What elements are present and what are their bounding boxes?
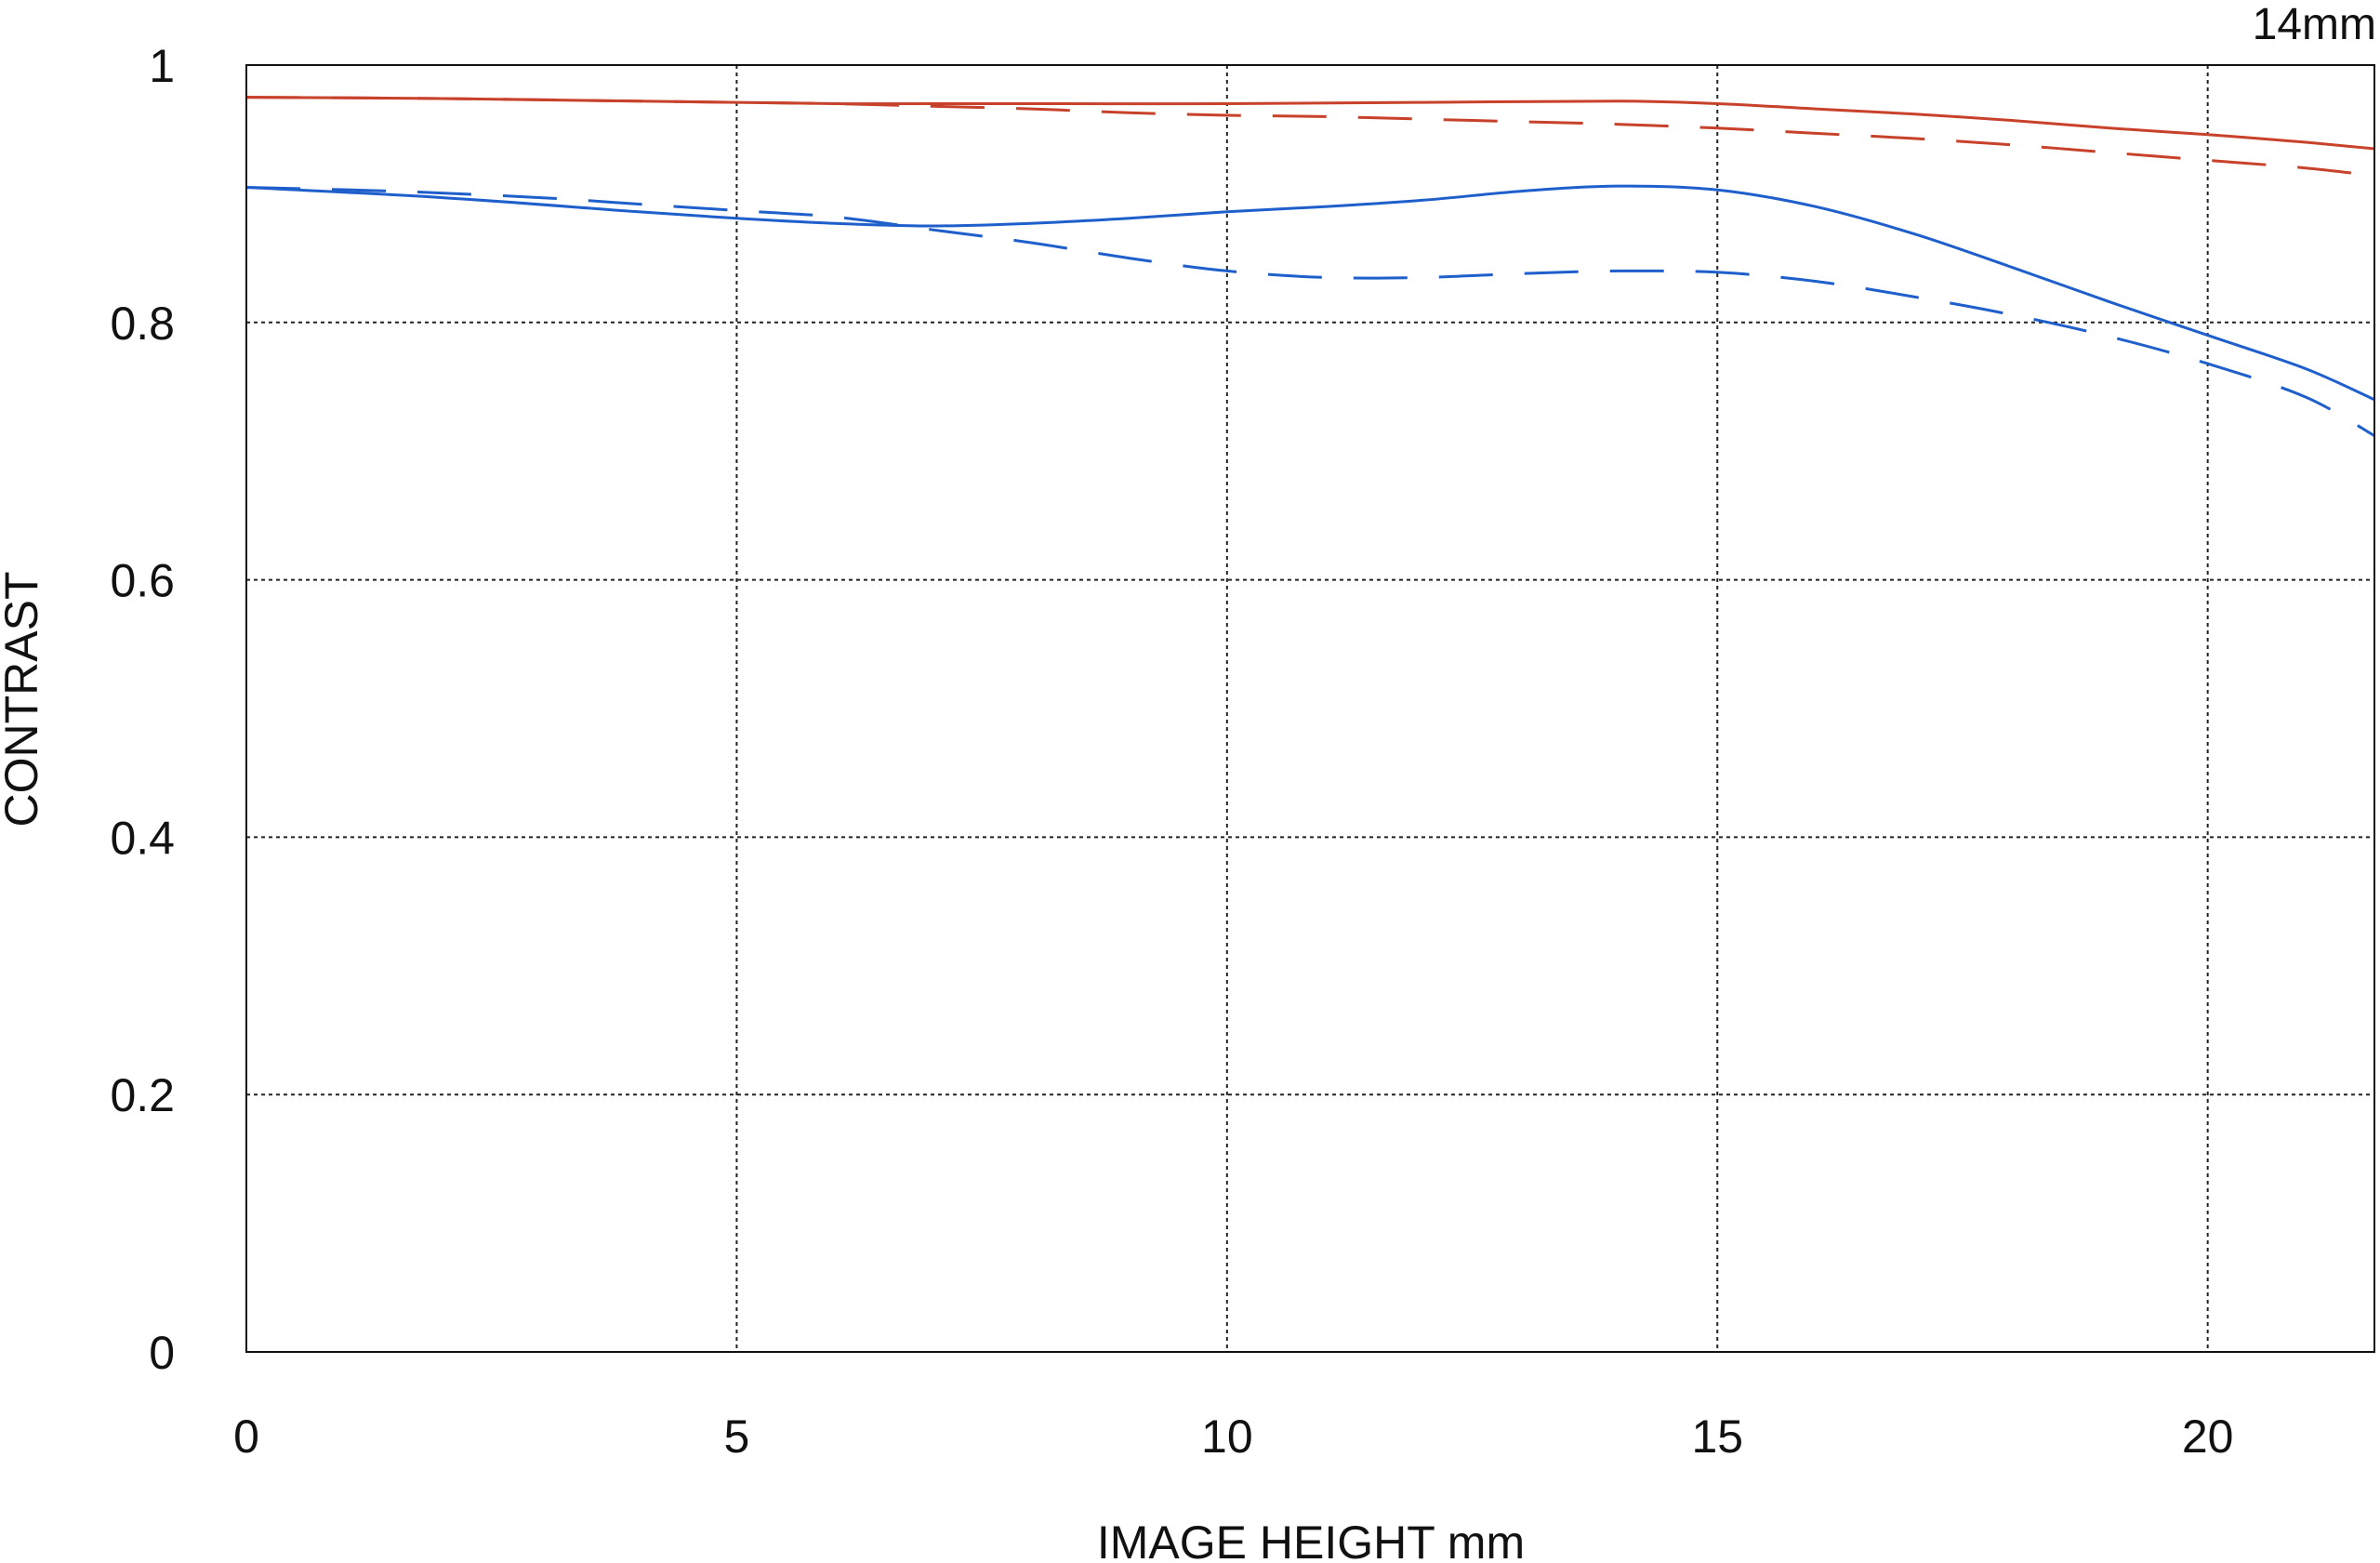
plot-frame [245, 64, 2375, 1353]
series-line-blue-dashed [245, 186, 2375, 437]
y-tick-label: 0.2 [110, 1069, 175, 1121]
series-layer [245, 96, 2375, 437]
y-tick-label: 1 [149, 40, 175, 92]
y-tick-label: 0.4 [110, 812, 175, 864]
ticks-layer: 0 5 10 15 20 0 0.2 0.4 0.6 0.8 1 [110, 40, 2233, 1463]
x-tick-label: 0 [233, 1411, 259, 1463]
x-tick-label: 15 [1691, 1411, 1743, 1463]
focal-length-label: 14mm [2253, 0, 2376, 49]
y-tick-label: 0 [149, 1327, 175, 1379]
y-tick-label: 0.6 [110, 555, 175, 607]
series-line-red-solid [245, 96, 2375, 151]
x-tick-label: 10 [1201, 1411, 1253, 1463]
x-axis-title: IMAGE HEIGHT mm [1097, 1517, 1525, 1563]
x-tick-label: 20 [2182, 1411, 2234, 1463]
y-tick-label: 0.8 [110, 298, 175, 350]
series-line-red-dashed [245, 96, 2375, 178]
grid-layer [246, 65, 2374, 1352]
x-tick-label: 5 [724, 1411, 750, 1463]
y-axis-title: CONTRAST [0, 572, 47, 828]
series-line-blue-solid [245, 184, 2375, 402]
